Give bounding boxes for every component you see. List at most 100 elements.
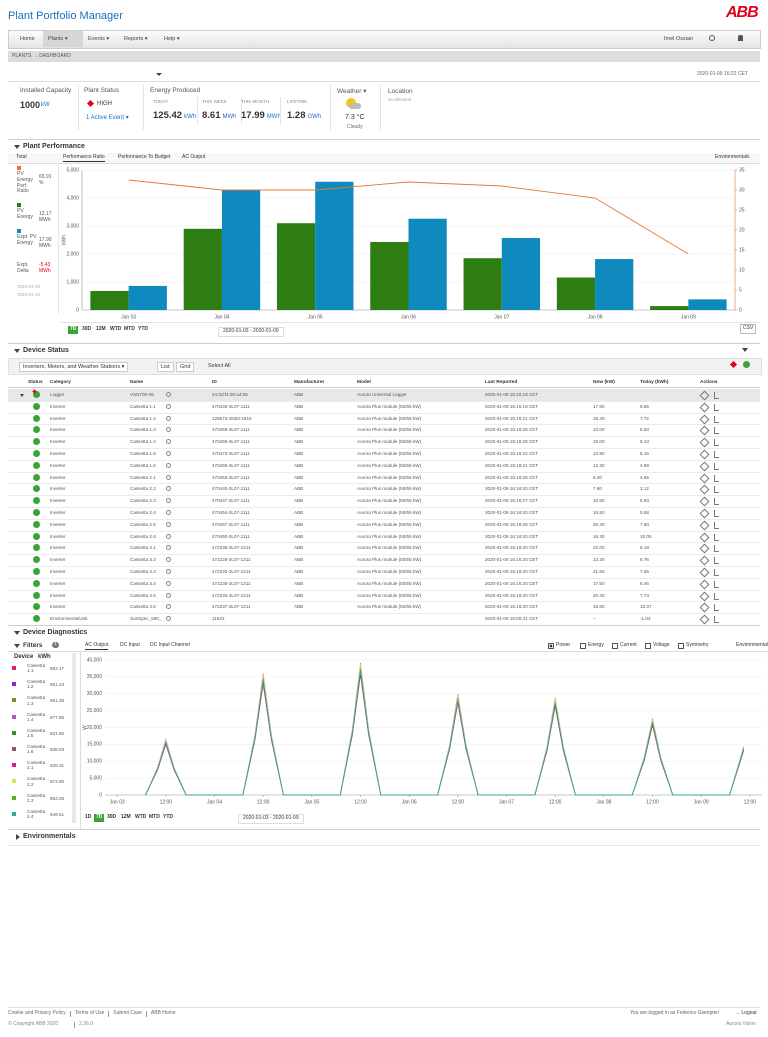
- collapse-arrow[interactable]: [14, 631, 20, 635]
- range-button[interactable]: 30D: [107, 814, 117, 820]
- cell-name[interactable]: Cassetta 1.1: [130, 403, 156, 409]
- cell-name[interactable]: Cassetta 2.5: [130, 521, 156, 527]
- action-chart[interactable]: [714, 439, 719, 447]
- action-chart[interactable]: [714, 462, 719, 470]
- table-row[interactable]: [8, 413, 760, 426]
- cell-name[interactable]: SunSpec_560_: [130, 616, 162, 622]
- table-row[interactable]: [8, 531, 760, 544]
- filters-label[interactable]: Filters: [23, 642, 43, 649]
- action-chart[interactable]: [714, 403, 719, 411]
- action-chart[interactable]: [714, 557, 719, 565]
- action-chart[interactable]: [714, 415, 719, 423]
- cell-name[interactable]: Cassetta 3.4: [130, 580, 156, 586]
- action-chart[interactable]: [714, 498, 719, 506]
- csv-button[interactable]: CSV: [740, 324, 757, 334]
- range-button[interactable]: MTD: [124, 326, 135, 332]
- table-row[interactable]: [8, 424, 760, 438]
- cell-name[interactable]: Cassetta 2.3: [130, 498, 156, 504]
- table-row[interactable]: [8, 590, 760, 603]
- section-title[interactable]: Device Status: [23, 347, 69, 354]
- diag-tab[interactable]: Environmentals: [736, 642, 768, 648]
- footer-link[interactable]: Cookie and Privacy Policy: [8, 1010, 66, 1016]
- cell-name[interactable]: Cassetta 2.1: [130, 474, 156, 480]
- table-row[interactable]: [8, 389, 760, 402]
- action-chart[interactable]: [714, 451, 719, 458]
- action-chart[interactable]: [714, 545, 719, 553]
- cell-name[interactable]: Cassetta 3.5: [130, 592, 156, 598]
- table-row[interactable]: [8, 601, 760, 615]
- action-chart[interactable]: [714, 510, 719, 517]
- table-row[interactable]: [8, 460, 760, 473]
- table-row[interactable]: [8, 578, 760, 591]
- checkbox[interactable]: [580, 643, 586, 649]
- action-chart[interactable]: [714, 474, 719, 482]
- diag-tab[interactable]: DC Input Channel: [150, 642, 190, 648]
- action-chart[interactable]: [714, 486, 719, 494]
- action-chart[interactable]: [714, 604, 719, 612]
- diag-tab[interactable]: AC Output: [85, 642, 109, 650]
- table-row[interactable]: [8, 542, 760, 556]
- cell-name[interactable]: Cassetta 1.3: [130, 427, 156, 433]
- table-row[interactable]: [8, 566, 760, 579]
- filter-arrow[interactable]: [14, 644, 20, 648]
- checkbox[interactable]: [548, 643, 554, 649]
- cell-name[interactable]: Cassetta 1.2: [130, 415, 156, 421]
- collapse-arrow[interactable]: [14, 349, 20, 353]
- range-button[interactable]: MTD: [149, 814, 160, 820]
- checkbox[interactable]: [645, 643, 651, 649]
- view-toggle[interactable]: List: [157, 362, 174, 373]
- footer-link[interactable]: Terms of Use: [69, 1010, 108, 1017]
- nav-item[interactable]: Home: [20, 36, 35, 42]
- search-icon[interactable]: [709, 35, 715, 41]
- range-button[interactable]: 7D: [68, 326, 79, 334]
- table-row[interactable]: [8, 401, 760, 414]
- range-button[interactable]: WTD: [110, 326, 122, 332]
- table-row[interactable]: [8, 519, 760, 532]
- collapse-right[interactable]: [742, 348, 748, 352]
- action-chart[interactable]: [714, 521, 719, 529]
- table-row[interactable]: [8, 472, 760, 485]
- user-name[interactable]: Imel Oszaio: [664, 36, 694, 42]
- range-button[interactable]: 30D: [82, 326, 92, 332]
- device-filter[interactable]: Inverters, Meters, and Weather Stations …: [19, 362, 129, 373]
- chart-tab[interactable]: AC Output: [182, 154, 206, 160]
- cell-name[interactable]: VSN700-05: [130, 392, 154, 397]
- expand-arrow[interactable]: [20, 394, 24, 397]
- logout[interactable]: → Logout: [735, 1010, 757, 1016]
- table-row[interactable]: [8, 507, 760, 520]
- table-row[interactable]: [8, 448, 760, 461]
- action-chart[interactable]: [714, 569, 719, 576]
- cell-name[interactable]: Cassetta 1.6: [130, 462, 156, 468]
- cell-name[interactable]: Cassetta 1.4: [130, 439, 156, 445]
- checkbox[interactable]: [612, 643, 618, 649]
- nav-item[interactable]: Help ▾: [164, 36, 180, 42]
- footer-link[interactable]: Submit Case: [108, 1010, 146, 1017]
- cell-name[interactable]: Cassetta 2.6: [130, 533, 156, 539]
- action-chart[interactable]: [714, 427, 719, 435]
- date-range[interactable]: 2020-01-03 - 2020-01-09: [238, 814, 304, 824]
- nav-item[interactable]: Reports ▾: [124, 36, 148, 42]
- footer-link[interactable]: ABB Home: [145, 1010, 180, 1017]
- action-chart[interactable]: [714, 580, 719, 588]
- cell-name[interactable]: Cassetta 3.6: [130, 604, 156, 610]
- breadcrumb[interactable]: PLANTS → DASHBOARD: [12, 53, 71, 59]
- table-row[interactable]: [8, 554, 760, 567]
- range-button[interactable]: 7D: [94, 814, 105, 822]
- range-button[interactable]: 12M: [96, 326, 106, 332]
- select-all[interactable]: Select All: [208, 363, 231, 369]
- cell-name[interactable]: Cassetta 3.3: [130, 569, 156, 574]
- collapse-arrow[interactable]: [14, 145, 20, 149]
- table-row[interactable]: [8, 483, 760, 497]
- action-chart[interactable]: [714, 392, 719, 399]
- view-toggle[interactable]: Grid: [176, 362, 195, 373]
- table-row[interactable]: [8, 495, 760, 508]
- section-title[interactable]: Device Diagnostics: [23, 629, 88, 636]
- action-chart[interactable]: [714, 533, 719, 541]
- cell-name[interactable]: Cassetta 3.2: [130, 557, 156, 563]
- range-button[interactable]: YTD: [138, 326, 148, 332]
- action-chart[interactable]: [714, 616, 719, 624]
- checkbox[interactable]: [678, 643, 684, 649]
- table-row[interactable]: [8, 436, 760, 449]
- cell-name[interactable]: Cassetta 2.2: [130, 486, 156, 492]
- chart-tab[interactable]: Performance To Budget: [118, 154, 171, 160]
